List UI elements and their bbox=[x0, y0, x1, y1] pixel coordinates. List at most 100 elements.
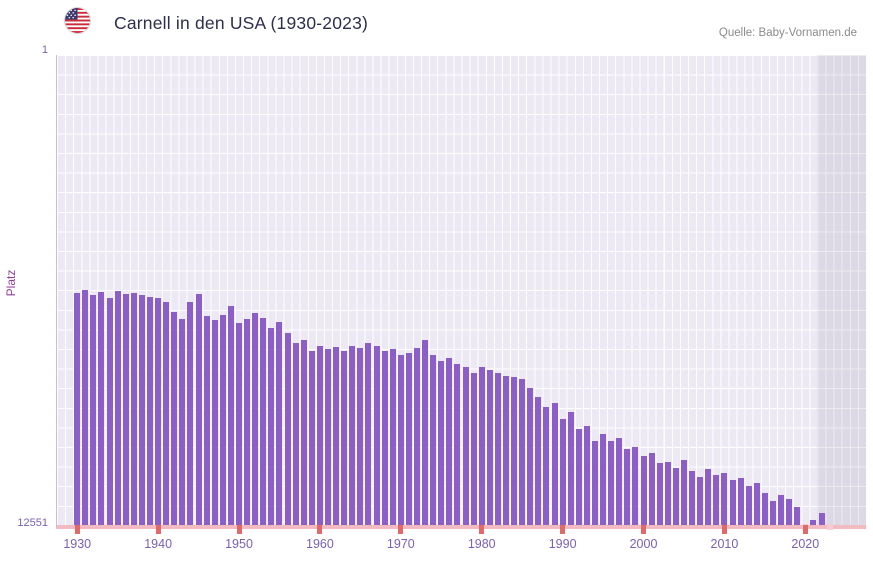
rank-bar[interactable] bbox=[656, 463, 663, 525]
x-axis-tick bbox=[74, 525, 80, 534]
rank-bar[interactable] bbox=[389, 348, 396, 525]
rank-bar[interactable] bbox=[778, 495, 785, 525]
rank-bar[interactable] bbox=[122, 293, 129, 525]
rank-bar[interactable] bbox=[260, 317, 267, 525]
rank-bar[interactable] bbox=[106, 298, 113, 525]
rank-bar[interactable] bbox=[697, 476, 704, 525]
rank-bar[interactable] bbox=[672, 467, 679, 525]
rank-bar[interactable] bbox=[705, 469, 712, 525]
rank-bar[interactable] bbox=[203, 316, 210, 525]
rank-bar[interactable] bbox=[721, 472, 728, 525]
rank-bar[interactable] bbox=[316, 345, 323, 525]
rank-bar[interactable] bbox=[729, 480, 736, 525]
rank-bar[interactable] bbox=[187, 302, 194, 525]
rank-bar[interactable] bbox=[90, 294, 97, 525]
rank-bar[interactable] bbox=[745, 485, 752, 525]
rank-bar[interactable] bbox=[155, 297, 162, 525]
rank-bar[interactable] bbox=[575, 429, 582, 525]
rank-bar[interactable] bbox=[462, 366, 469, 525]
rank-bar[interactable] bbox=[163, 302, 170, 525]
rank-bar[interactable] bbox=[559, 418, 566, 525]
rank-bar[interactable] bbox=[608, 441, 615, 525]
rank-bar[interactable] bbox=[244, 319, 251, 525]
y-axis-tick-max: 1 bbox=[41, 44, 48, 56]
rank-bar[interactable] bbox=[494, 373, 501, 525]
rank-bar[interactable] bbox=[818, 512, 825, 525]
x-axis-tick-label: 1930 bbox=[63, 537, 92, 551]
rank-bar[interactable] bbox=[422, 340, 429, 525]
x-axis-tick-label: 2000 bbox=[629, 537, 658, 551]
rank-bar[interactable] bbox=[349, 345, 356, 525]
rank-bar[interactable] bbox=[438, 360, 445, 525]
rank-bar[interactable] bbox=[227, 305, 234, 525]
rank-bar[interactable] bbox=[414, 347, 420, 525]
rank-bar[interactable] bbox=[632, 446, 639, 525]
rank-bar[interactable] bbox=[511, 377, 518, 525]
rank-bar[interactable] bbox=[737, 478, 744, 525]
rank-bar[interactable] bbox=[276, 321, 283, 525]
rank-bar[interactable] bbox=[308, 350, 315, 525]
x-axis-tick-label: 1980 bbox=[467, 537, 496, 551]
rank-bar[interactable] bbox=[535, 396, 542, 525]
rank-bar[interactable] bbox=[268, 327, 275, 525]
rank-bar[interactable] bbox=[219, 315, 226, 525]
rank-bar[interactable] bbox=[446, 358, 453, 525]
rank-bar[interactable] bbox=[130, 292, 137, 525]
rank-bar[interactable] bbox=[478, 366, 485, 525]
rank-bar[interactable] bbox=[486, 370, 493, 525]
rank-bar[interactable] bbox=[333, 347, 340, 525]
rank-bar[interactable] bbox=[502, 375, 509, 525]
rank-bar[interactable] bbox=[147, 296, 154, 525]
rank-bar[interactable] bbox=[786, 499, 793, 525]
rank-bar[interactable] bbox=[680, 460, 687, 525]
rank-bar[interactable] bbox=[114, 290, 121, 525]
rank-bar[interactable] bbox=[543, 407, 550, 525]
rank-bar[interactable] bbox=[769, 500, 776, 525]
rank-bar[interactable] bbox=[397, 354, 404, 525]
rank-bar[interactable] bbox=[713, 475, 720, 525]
rank-bar[interactable] bbox=[365, 343, 372, 525]
rank-bar[interactable] bbox=[300, 340, 307, 525]
rank-bar[interactable] bbox=[195, 293, 202, 525]
x-axis-tick-label: 1960 bbox=[306, 537, 334, 551]
rank-bar[interactable] bbox=[551, 403, 558, 525]
rank-bar[interactable] bbox=[325, 348, 331, 525]
rank-bar[interactable] bbox=[252, 312, 259, 525]
rank-bar[interactable] bbox=[179, 319, 186, 525]
rank-bar[interactable] bbox=[98, 291, 105, 525]
rank-bar[interactable] bbox=[527, 388, 534, 525]
rank-bar[interactable] bbox=[454, 364, 461, 525]
rank-bar[interactable] bbox=[689, 471, 696, 525]
rank-bar[interactable] bbox=[381, 350, 388, 525]
rank-bar[interactable] bbox=[583, 425, 590, 525]
rank-bar[interactable] bbox=[753, 482, 760, 525]
rank-bar[interactable] bbox=[591, 440, 598, 525]
rank-bar[interactable] bbox=[82, 290, 89, 525]
rank-bar[interactable] bbox=[794, 506, 801, 525]
rank-bar[interactable] bbox=[357, 347, 364, 525]
rank-bar[interactable] bbox=[567, 411, 574, 525]
rank-bar[interactable] bbox=[341, 350, 348, 525]
rank-bar[interactable] bbox=[430, 354, 437, 525]
rank-bar[interactable] bbox=[761, 493, 768, 525]
x-axis-tick-label: 2020 bbox=[791, 537, 820, 551]
rank-bar[interactable] bbox=[640, 455, 647, 525]
rank-bar[interactable] bbox=[284, 333, 291, 525]
rank-bar[interactable] bbox=[624, 448, 631, 525]
rank-bar[interactable] bbox=[292, 343, 299, 525]
rank-bar[interactable] bbox=[236, 322, 243, 525]
page-title: Carnell in den USA (1930-2023) bbox=[114, 13, 369, 33]
rank-bar[interactable] bbox=[664, 461, 671, 525]
rank-bar[interactable] bbox=[519, 379, 526, 525]
rank-bar[interactable] bbox=[138, 295, 145, 525]
rank-bar[interactable] bbox=[600, 433, 607, 525]
rank-bar[interactable] bbox=[470, 373, 477, 525]
rank-bar[interactable] bbox=[74, 292, 81, 525]
rank-bar[interactable] bbox=[171, 311, 178, 525]
rank-bar[interactable] bbox=[810, 520, 817, 525]
rank-bar[interactable] bbox=[648, 452, 655, 525]
rank-bar[interactable] bbox=[616, 437, 623, 525]
rank-bar[interactable] bbox=[405, 352, 412, 525]
rank-bar[interactable] bbox=[373, 345, 380, 525]
rank-bar[interactable] bbox=[211, 320, 218, 525]
